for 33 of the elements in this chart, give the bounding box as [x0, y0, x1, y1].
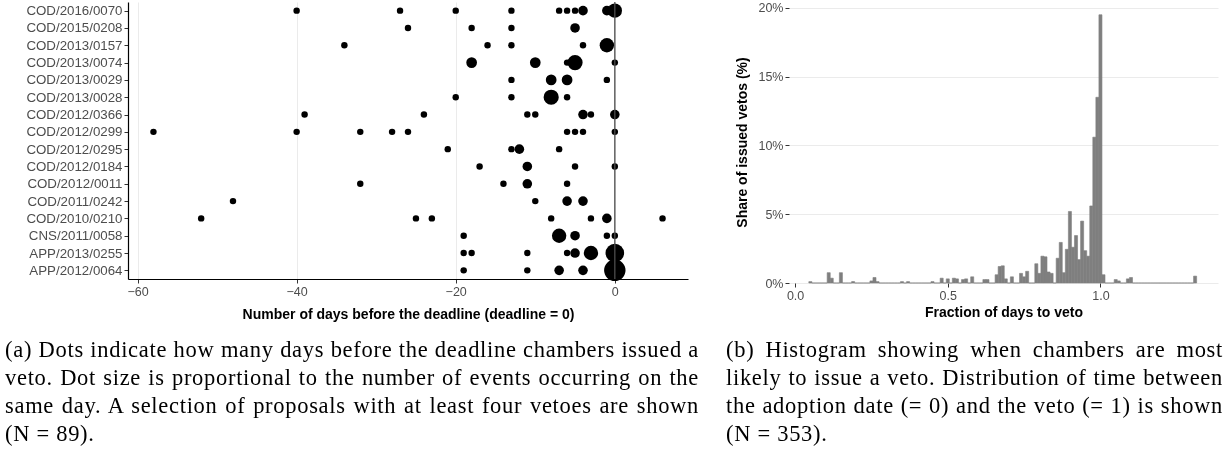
- x-tick-label: −20: [445, 284, 467, 299]
- text: (b) Histogram showing when chambers are most likely to issue a veto. Distribution of time between the adoption date (= 0) and the veto (= 1) is shown (N = 353).: [726, 336, 1223, 448]
- y-tick-label: COD/2013/0028: [26, 89, 123, 105]
- x-tick-label: 0: [611, 284, 619, 299]
- x-axis-title: Number of days before the deadline (deadline = 0): [242, 306, 575, 322]
- y-tick-label: COD/2010/0210: [26, 210, 123, 226]
- y-tick-label: 10%: [758, 138, 784, 153]
- y-tick-label: COD/2015/0208: [26, 20, 123, 36]
- y-tick-label: COD/2012/0184: [26, 158, 123, 174]
- x-axis-title: Fraction of days to veto: [925, 304, 1083, 320]
- y-tick-label: APP/2012/0064: [29, 262, 123, 278]
- y-tick-label: APP/2013/0255: [29, 245, 123, 261]
- x-tick-label: 1.0: [1092, 288, 1110, 303]
- y-tick-label: CNS/2011/0058: [28, 228, 123, 244]
- y-tick-label: COD/2011/0242: [27, 193, 123, 209]
- y-tick-label: COD/2012/0011: [27, 176, 123, 192]
- text: (a) Dots indicate how many days before the deadline chambers issued a veto. Dot size is proportional to the number of events occurring on the same day. A selection of proposals with at least four vetoes are shown (N = 89).: [5, 336, 699, 448]
- y-axis-title: Share of issued vetos (%): [734, 57, 751, 228]
- x-tick-label: −40: [286, 284, 308, 299]
- x-tick-label: −60: [127, 284, 149, 299]
- y-tick-label: COD/2013/0074: [26, 55, 123, 71]
- y-tick-label: COD/2012/0366: [26, 107, 123, 123]
- y-tick-label: 5%: [765, 207, 784, 222]
- y-tick-label: COD/2013/0029: [26, 72, 123, 88]
- y-tick-label: COD/2012/0299: [26, 124, 123, 140]
- x-tick-label: 0.0: [786, 288, 805, 303]
- y-tick-label: 20%: [758, 1, 784, 16]
- y-tick-label: COD/2013/0157: [26, 37, 123, 53]
- x-tick-label: 0.5: [939, 288, 958, 303]
- y-tick-label: 0%: [765, 276, 784, 291]
- y-tick-label: 15%: [758, 70, 784, 85]
- y-tick-label: COD/2012/0295: [26, 141, 123, 157]
- y-tick-label: COD/2016/0070: [26, 3, 123, 19]
